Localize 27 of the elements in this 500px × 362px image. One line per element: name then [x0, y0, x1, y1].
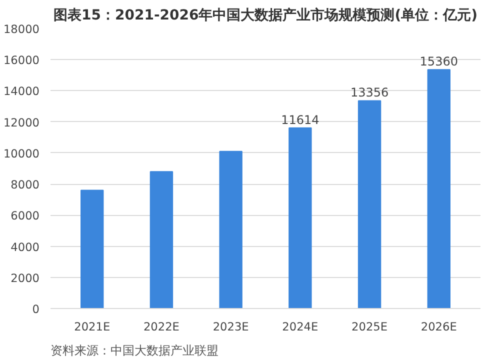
y-tick-label: 6000 — [10, 208, 40, 223]
chart-title: 图表15：2021-2026年中国大数据产业市场规模预测(单位：亿元) — [53, 6, 478, 24]
x-tick-label: 2022E — [143, 320, 180, 334]
y-tick-label: 16000 — [3, 53, 40, 68]
x-tick-label: 2024E — [282, 320, 318, 334]
bar — [80, 190, 104, 308]
bar — [219, 150, 242, 308]
bar — [427, 69, 450, 308]
y-tick-label: 12000 — [3, 115, 40, 130]
bar — [150, 171, 174, 308]
text: 资料来源：中国大数据产业联盟 — [50, 344, 218, 358]
y-tick-label: 10000 — [3, 146, 40, 160]
y-tick-label: 2000 — [10, 270, 40, 285]
bar — [358, 100, 382, 308]
y-tick-label: 4000 — [10, 240, 40, 254]
x-tick-label: 2023E — [212, 320, 249, 334]
data-label: 13356 — [350, 86, 389, 100]
x-tick-label: 2026E — [420, 320, 457, 334]
y-tick-label: 18000 — [3, 22, 40, 36]
bar — [288, 127, 312, 308]
y-tick-label: 0 — [32, 302, 40, 316]
y-tick-label: 14000 — [3, 84, 40, 98]
x-tick-label: 2025E — [352, 320, 388, 334]
x-tick-label: 2021E — [74, 320, 110, 334]
data-label: 11614 — [281, 112, 320, 127]
data-label: 15360 — [420, 54, 458, 69]
y-tick-label: 8000 — [10, 178, 40, 192]
